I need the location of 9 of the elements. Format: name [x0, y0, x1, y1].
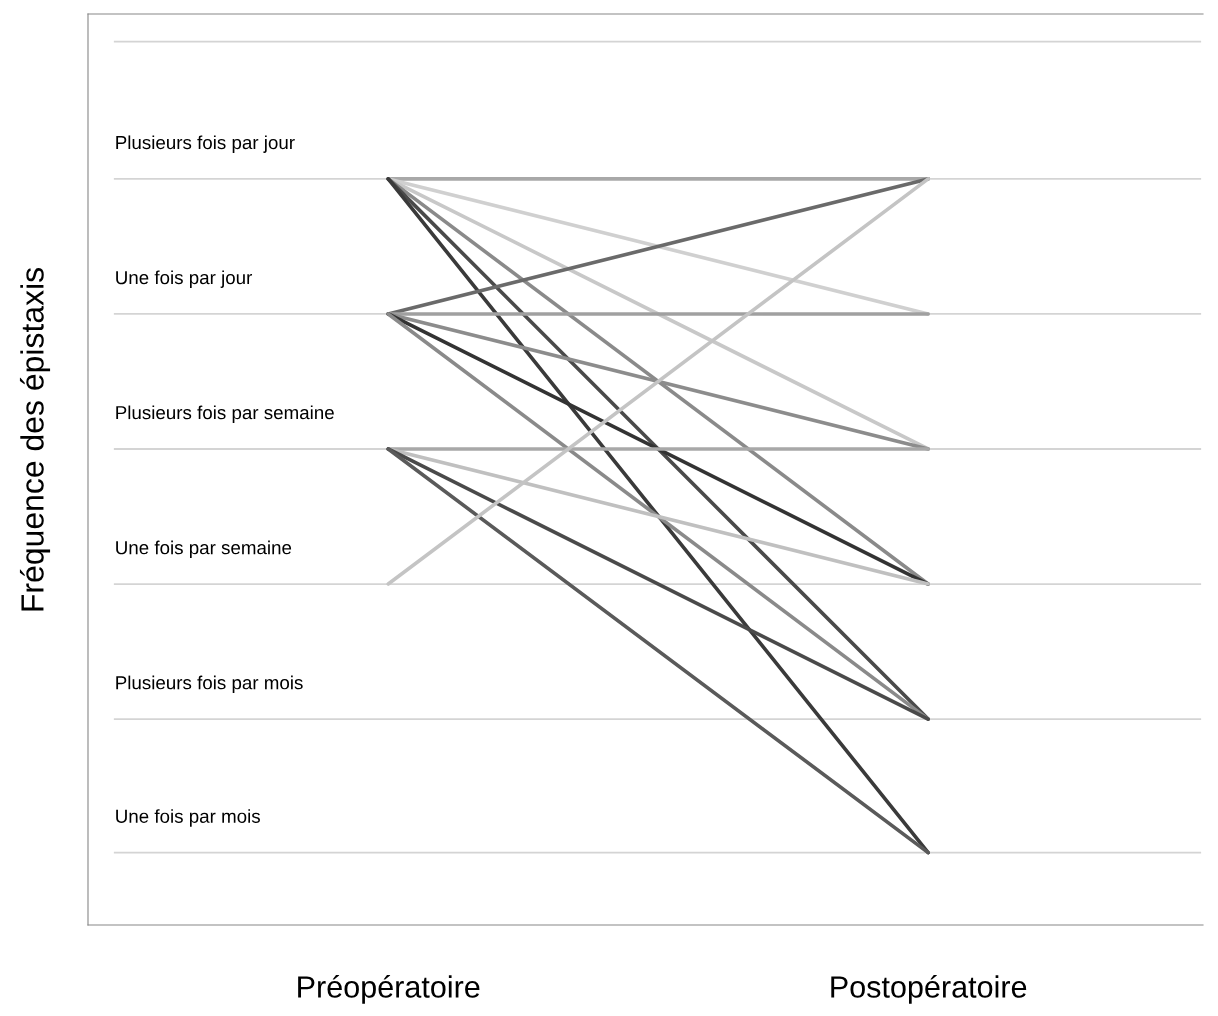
x-tick-label: Préopératoire — [298, 975, 480, 1004]
ref-line-label: Une fois par mois — [116, 809, 260, 827]
ref-line-label: Plusieurs fois par jour — [116, 135, 295, 153]
x-tick-label: Postopératoire — [831, 975, 1027, 1004]
ref-line-label: Plusieurs fois par semaine — [116, 405, 334, 423]
y-axis-title: Fréquence des épistaxis — [19, 268, 51, 611]
ref-line-label: Une fois par semaine — [116, 540, 292, 559]
ref-line-label: Une fois par jour — [116, 270, 253, 288]
ref-line-label: Plusieurs fois par mois — [116, 675, 303, 694]
